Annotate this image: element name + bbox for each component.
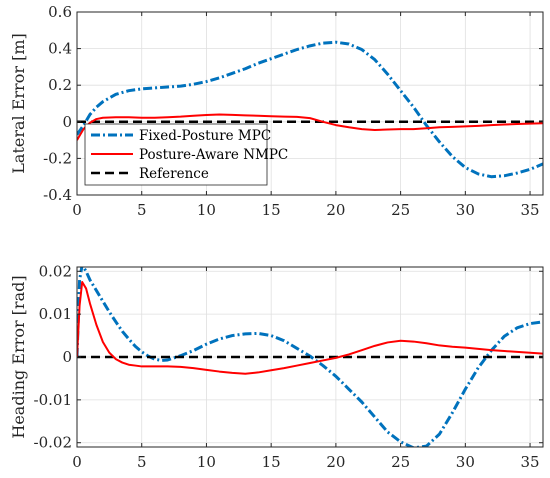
x-tick-label: 15 — [262, 453, 281, 471]
y-tick-label: -0.4 — [43, 186, 72, 204]
x-tick-label: 35 — [521, 453, 540, 471]
x-tick-label: 25 — [391, 453, 410, 471]
y-tick-label: 0 — [62, 113, 72, 131]
y-tick-label: 0.01 — [39, 305, 72, 323]
series-group — [77, 267, 543, 447]
x-tick-label: 15 — [262, 201, 281, 219]
legend: Fixed-Posture MPC Posture-Aware NMPC Refer… — [84, 123, 288, 186]
x-tick-label: 0 — [72, 201, 82, 219]
series-line-fixed-posture-mpc — [77, 267, 543, 447]
y-tick-label: 0 — [62, 348, 72, 366]
x-tick-label: 10 — [197, 453, 216, 471]
heading-error-panel: 0 5 10 15 20 25 30 35 -0.02 -0.01 0 0.01 0.02 Heading… — [9, 262, 544, 471]
x-tick-label: 30 — [456, 453, 475, 471]
lateral-error-panel: 0 5 10 15 20 25 30 35 -0.4 -0.2 0 0.2 0.4 0.6 Lateral … — [9, 3, 544, 219]
x-tick-label: 20 — [326, 453, 345, 471]
legend-label: Reference — [139, 166, 209, 182]
y-tick-label: -0.02 — [34, 434, 72, 452]
y-tick-label: 0.4 — [48, 40, 72, 58]
x-tick-label: 5 — [137, 453, 147, 471]
legend-label: Fixed-Posture MPC — [139, 128, 271, 144]
x-tick-label: 10 — [197, 201, 216, 219]
series-group — [77, 40, 543, 179]
y-tick-label: 0.6 — [48, 3, 72, 21]
legend-label: Posture-Aware NMPC — [139, 147, 288, 163]
x-tick-label: 35 — [521, 201, 540, 219]
y-tick-label: 0.02 — [39, 262, 72, 280]
x-tick-label: 30 — [456, 201, 475, 219]
series-line-posture-aware-nmpc — [77, 281, 543, 375]
axes-box — [76, 11, 544, 196]
x-tick-label: 5 — [137, 201, 147, 219]
y-tick-label: -0.01 — [34, 391, 72, 409]
x-tick-label: 20 — [326, 201, 345, 219]
series-line-fixed-posture-mpc — [77, 40, 543, 179]
y-tick-label: 0.2 — [48, 76, 72, 94]
x-tick-label: 25 — [391, 201, 410, 219]
series-line-posture-aware-nmpc — [77, 113, 543, 141]
y-axis-label: Lateral Error [m] — [9, 33, 28, 173]
y-axis-label: Heading Error [rad] — [9, 275, 28, 438]
x-tick-label: 0 — [72, 453, 82, 471]
y-tick-label: -0.2 — [43, 149, 72, 167]
